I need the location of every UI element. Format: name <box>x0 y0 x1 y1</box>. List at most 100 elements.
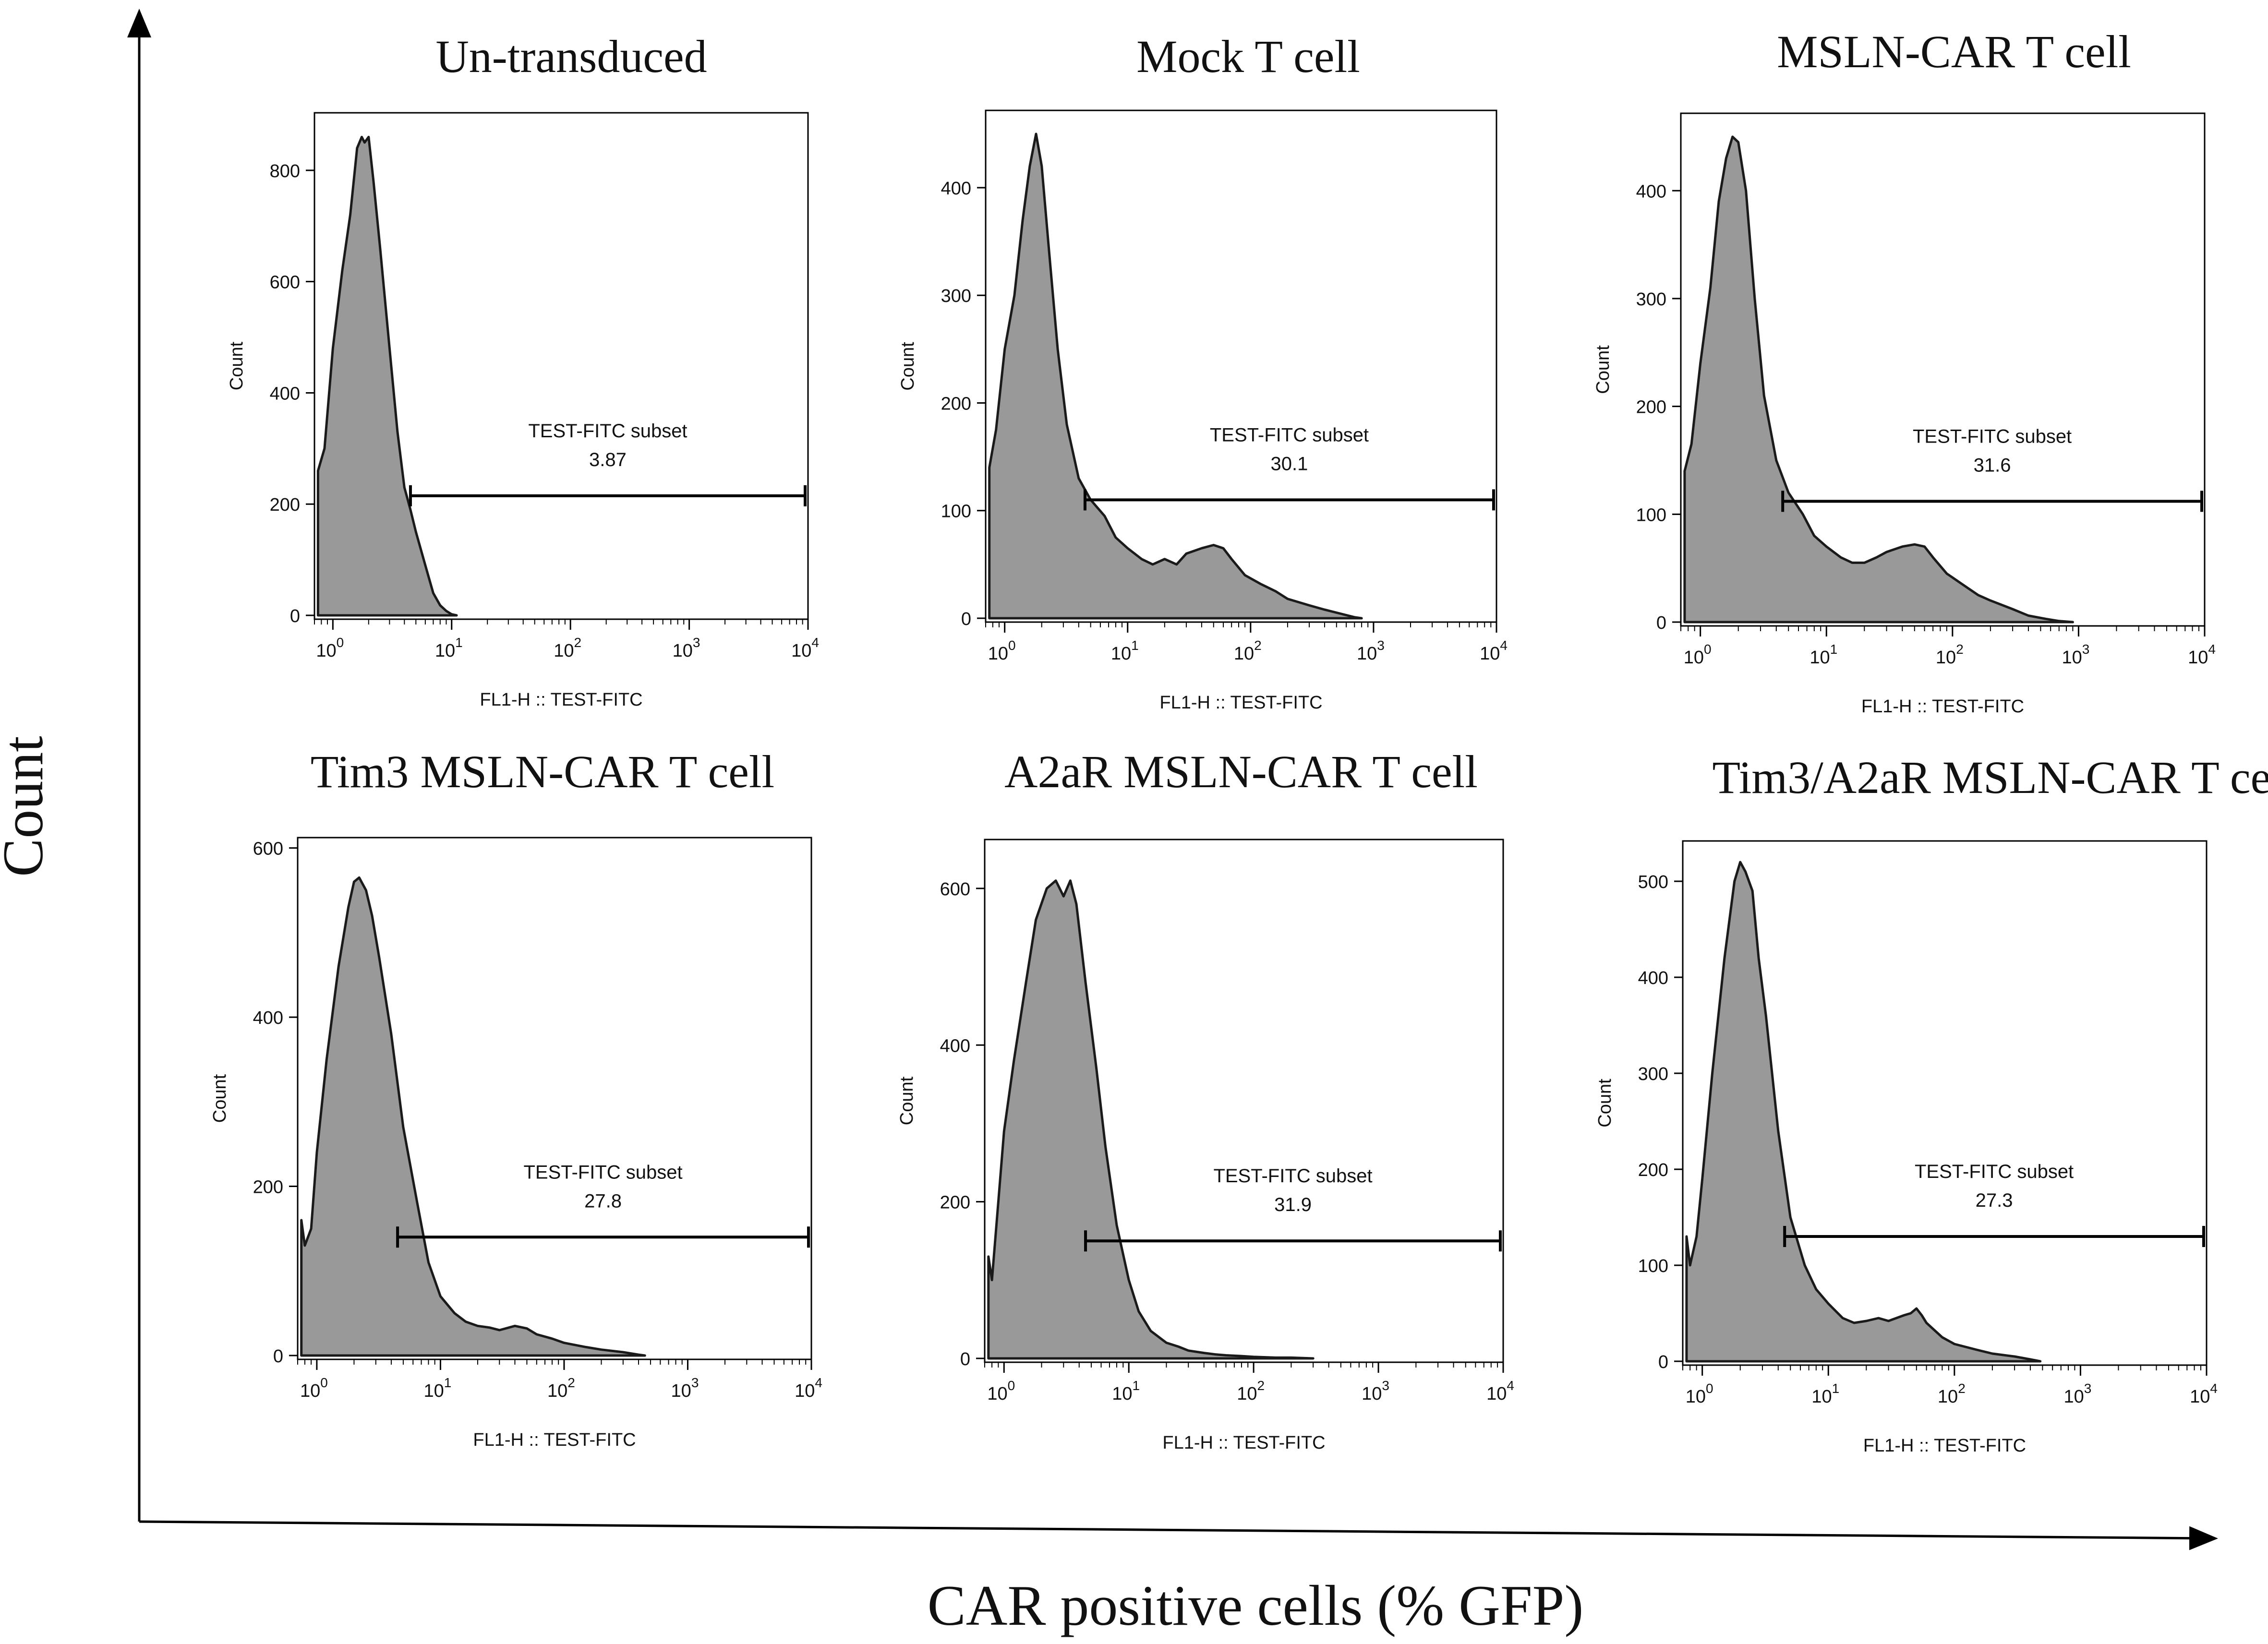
x-tick-exponent: 0 <box>1008 1378 1015 1393</box>
x-axis-label: FL1-H :: TEST-FITC <box>1861 696 2024 717</box>
x-tick-exponent: 1 <box>444 1375 452 1390</box>
y-tick-label: 200 <box>940 1193 970 1213</box>
y-tick-label: 200 <box>1638 1160 1668 1180</box>
x-tick-exponent: 2 <box>574 635 582 650</box>
x-tick-label: 102 <box>1234 638 1262 664</box>
x-tick-exponent: 3 <box>2084 1381 2092 1396</box>
gate-label: TEST-FITC subset <box>1915 1161 2074 1182</box>
x-tick-exponent: 3 <box>691 1375 699 1390</box>
y-tick-label: 100 <box>1636 505 1666 525</box>
x-tick-label: 101 <box>1810 642 1837 668</box>
panel-title: A2aR MSLN-CAR T cell <box>1004 746 1478 797</box>
x-tick-exponent: 3 <box>1382 1378 1389 1393</box>
histogram-area <box>988 132 1363 620</box>
y-tick-label: 400 <box>1638 968 1668 988</box>
x-tick-exponent: 3 <box>2082 642 2090 657</box>
x-tick-exponent: 4 <box>811 635 819 650</box>
x-axis-label: FL1-H :: TEST-FITC <box>1162 1433 1325 1453</box>
y-tick-label: 500 <box>1638 872 1668 892</box>
x-tick-label: 104 <box>2188 642 2216 668</box>
y-tick-label: 0 <box>1656 613 1666 633</box>
x-tick-exponent: 1 <box>1133 1378 1140 1393</box>
x-tick-exponent: 3 <box>1377 638 1385 653</box>
x-tick-exponent: 0 <box>1704 642 1712 657</box>
y-tick-label: 100 <box>1638 1256 1668 1276</box>
y-tick-label: 0 <box>960 1349 970 1369</box>
x-tick-exponent: 0 <box>337 635 344 650</box>
x-tick-label: 101 <box>1811 1381 1839 1407</box>
x-tick-exponent: 2 <box>1254 638 1262 653</box>
gate-label: TEST-FITC subset <box>1210 424 1369 445</box>
x-tick-label: 100 <box>300 1375 328 1401</box>
x-tick-label: 103 <box>2062 642 2089 668</box>
panel-title: MSLN-CAR T cell <box>1777 26 2131 77</box>
x-tick-label: 102 <box>554 635 581 661</box>
x-tick-label: 102 <box>1936 642 1964 668</box>
x-tick-label: 100 <box>316 635 344 661</box>
x-tick-label: 103 <box>671 1375 699 1401</box>
y-tick-label: 200 <box>253 1177 283 1198</box>
x-tick-exponent: 2 <box>567 1375 575 1390</box>
x-tick-exponent: 2 <box>1958 1381 1966 1396</box>
panel-title: Tim3/A2aR MSLN-CAR T cell <box>1712 752 2268 803</box>
histogram-area <box>987 879 1315 1360</box>
y-tick-label: 600 <box>270 273 300 293</box>
y-axis-label: Count <box>210 1074 230 1123</box>
y-tick-label: 400 <box>941 179 971 199</box>
histogram-panel: A2aR MSLN-CAR T cell TEST-FITC subset 31.9… <box>897 746 1514 1453</box>
gate-value: 31.9 <box>1274 1194 1312 1215</box>
histogram-area <box>316 135 458 617</box>
x-tick-label: 102 <box>547 1375 575 1401</box>
panel-title: Mock T cell <box>1136 31 1360 82</box>
x-tick-exponent: 2 <box>1956 642 1964 657</box>
histogram-area <box>300 876 646 1357</box>
y-tick-label: 400 <box>1636 181 1666 202</box>
x-tick-label: 100 <box>988 638 1016 664</box>
x-tick-label: 102 <box>1237 1378 1265 1404</box>
x-tick-label: 104 <box>2190 1381 2218 1407</box>
x-tick-exponent: 1 <box>1131 638 1139 653</box>
x-tick-label: 101 <box>1111 638 1139 664</box>
panel-title: Tim3 MSLN-CAR T cell <box>311 746 774 797</box>
x-tick-label: 100 <box>987 1378 1015 1404</box>
y-tick-label: 600 <box>940 879 970 900</box>
x-axis-label: FL1-H :: TEST-FITC <box>480 690 642 710</box>
y-tick-label: 300 <box>1636 289 1666 310</box>
x-tick-exponent: 1 <box>455 635 463 650</box>
gate-label: TEST-FITC subset <box>1913 426 2072 447</box>
x-axis-label: FL1-H :: TEST-FITC <box>473 1430 636 1450</box>
x-axis-label: FL1-H :: TEST-FITC <box>1159 693 1322 713</box>
x-tick-exponent: 0 <box>320 1375 328 1390</box>
x-tick-label: 103 <box>2063 1381 2091 1407</box>
gate-label: TEST-FITC subset <box>523 1162 682 1183</box>
y-axis-label: Count <box>227 341 247 390</box>
x-tick-label: 100 <box>1684 642 1712 668</box>
x-tick-label: 101 <box>435 635 463 661</box>
panel-title: Un-transduced <box>435 31 707 82</box>
x-tick-label: 104 <box>795 1375 822 1401</box>
y-tick-label: 0 <box>290 606 300 626</box>
x-tick-label: 102 <box>1938 1381 1966 1407</box>
y-tick-label: 200 <box>1636 397 1666 418</box>
x-tick-label: 104 <box>1480 638 1508 664</box>
y-tick-label: 200 <box>270 495 300 515</box>
histogram-panel: Tim3/A2aR MSLN-CAR T cell TEST-FITC subse… <box>1595 752 2268 1456</box>
gate-value: 3.87 <box>589 449 627 470</box>
y-tick-label: 0 <box>1658 1352 1668 1372</box>
x-tick-exponent: 4 <box>1507 1378 1514 1393</box>
gate-label: TEST-FITC subset <box>528 420 687 442</box>
y-tick-label: 400 <box>253 1008 283 1028</box>
x-tick-label: 101 <box>1112 1378 1140 1404</box>
x-tick-exponent: 4 <box>1500 638 1508 653</box>
x-tick-exponent: 4 <box>815 1375 822 1390</box>
y-axis-label: Count <box>1593 345 1613 394</box>
y-tick-label: 400 <box>940 1036 970 1056</box>
y-tick-label: 400 <box>270 384 300 404</box>
x-tick-label: 100 <box>1686 1381 1713 1407</box>
x-tick-exponent: 3 <box>693 635 700 650</box>
x-tick-exponent: 1 <box>1830 642 1838 657</box>
gate-value: 27.3 <box>1976 1190 2013 1211</box>
